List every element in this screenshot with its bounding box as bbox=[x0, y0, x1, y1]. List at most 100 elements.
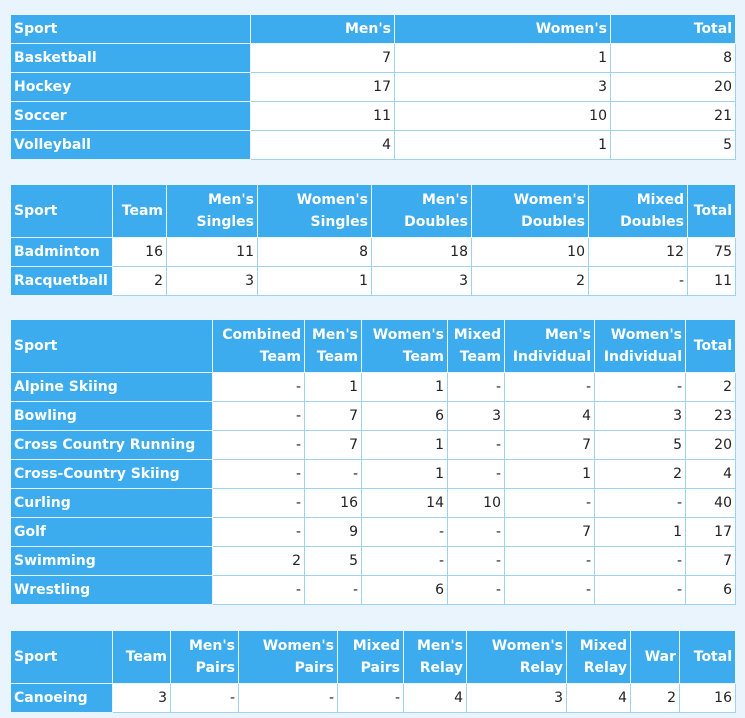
sport-cell: Curling bbox=[10, 488, 213, 518]
count-cell: - bbox=[170, 683, 239, 713]
sport-cell: Cross Country Running bbox=[10, 430, 213, 460]
header-cell: Men's Singles bbox=[166, 184, 258, 238]
table-row: Soccer 11 10 21 bbox=[10, 101, 736, 131]
sport-cell: Golf bbox=[10, 517, 213, 547]
header-cell: Sport bbox=[10, 630, 113, 684]
count-cell: 7 bbox=[685, 546, 736, 576]
table-row: Curling -16 14 10- -40 bbox=[10, 488, 736, 518]
count-cell: - bbox=[361, 517, 448, 547]
count-cell: 1 bbox=[361, 430, 448, 460]
count-cell: - bbox=[588, 266, 688, 296]
count-cell: - bbox=[504, 575, 595, 605]
data-table: Sport Team Men's Pairs Women's Pairs Mixed P… bbox=[10, 630, 736, 713]
count-cell: 4 bbox=[504, 401, 595, 431]
data-table: Sport Combined Team Men's Team Women's Team… bbox=[10, 319, 736, 605]
count-cell: 1 bbox=[361, 372, 448, 402]
sport-cell: Basketball bbox=[10, 43, 251, 73]
header-cell: Sport bbox=[10, 319, 213, 373]
header-cell: Men's Individual bbox=[504, 319, 595, 373]
count-cell: 10 bbox=[471, 237, 589, 267]
header-row: Sport Team Men's Pairs Women's Pairs Mixed P… bbox=[10, 630, 736, 684]
header-cell: Total bbox=[679, 630, 736, 684]
count-cell: - bbox=[447, 430, 505, 460]
count-cell: - bbox=[304, 459, 362, 489]
header-cell: Women's bbox=[394, 14, 611, 44]
table-row: Cross Country Running -7 1-7 5 20 bbox=[10, 430, 736, 460]
count-cell: 1 bbox=[504, 459, 595, 489]
header-row: Sport Men's Women's Total bbox=[10, 14, 736, 44]
table-row: Racquetball 2 3 1 3 2-11 bbox=[10, 266, 736, 296]
count-cell: 21 bbox=[610, 101, 736, 131]
data-table: Sport Men's Women's Total Basketball 7 1 8 Hocke… bbox=[10, 14, 736, 160]
count-cell: - bbox=[212, 372, 305, 402]
table-row: Swimming 2 5- - - -7 bbox=[10, 546, 736, 576]
count-cell: 4 bbox=[403, 683, 467, 713]
header-cell: Sport bbox=[10, 184, 113, 238]
table-row: Bowling -7 6 3 4 3 23 bbox=[10, 401, 736, 431]
sport-cell: Bowling bbox=[10, 401, 213, 431]
count-cell: 17 bbox=[685, 517, 736, 547]
count-cell: - bbox=[361, 546, 448, 576]
count-cell: 40 bbox=[685, 488, 736, 518]
count-cell: 4 bbox=[250, 130, 395, 160]
header-cell: Mixed Pairs bbox=[337, 630, 404, 684]
sport-cell: Wrestling bbox=[10, 575, 213, 605]
header-cell: Men's Pairs bbox=[170, 630, 239, 684]
table-row: Alpine Skiing -1 1- - -2 bbox=[10, 372, 736, 402]
header-cell: Mixed Doubles bbox=[588, 184, 688, 238]
header-cell: Women's Relay bbox=[466, 630, 567, 684]
count-cell: - bbox=[212, 575, 305, 605]
count-cell: 11 bbox=[250, 101, 395, 131]
count-cell: 4 bbox=[566, 683, 631, 713]
count-cell: 20 bbox=[610, 72, 736, 102]
header-cell: Men's bbox=[250, 14, 395, 44]
count-cell: 11 bbox=[687, 266, 736, 296]
header-cell: Team bbox=[112, 630, 171, 684]
sport-cell: Swimming bbox=[10, 546, 213, 576]
count-cell: - bbox=[304, 575, 362, 605]
count-cell: 23 bbox=[685, 401, 736, 431]
count-cell: 6 bbox=[685, 575, 736, 605]
count-cell: 16 bbox=[304, 488, 362, 518]
count-cell: - bbox=[447, 546, 505, 576]
header-cell: Women's Pairs bbox=[238, 630, 338, 684]
count-cell: 3 bbox=[166, 266, 258, 296]
count-cell: 1 bbox=[361, 459, 448, 489]
data-table: Sport Team Men's Singles Women's Singles Men… bbox=[10, 184, 736, 296]
count-cell: - bbox=[212, 488, 305, 518]
count-cell: 8 bbox=[257, 237, 372, 267]
sport-cell: Hockey bbox=[10, 72, 251, 102]
header-cell: Total bbox=[685, 319, 736, 373]
header-cell: Mixed Relay bbox=[566, 630, 631, 684]
sport-cell: Cross-Country Skiing bbox=[10, 459, 213, 489]
count-cell: 75 bbox=[687, 237, 736, 267]
header-cell: War bbox=[630, 630, 680, 684]
count-cell: 16 bbox=[679, 683, 736, 713]
table-row: Wrestling - -6- - -6 bbox=[10, 575, 736, 605]
header-cell: Total bbox=[687, 184, 736, 238]
count-cell: 6 bbox=[361, 401, 448, 431]
sport-cell: Badminton bbox=[10, 237, 113, 267]
count-cell: 1 bbox=[257, 266, 372, 296]
count-cell: 5 bbox=[610, 130, 736, 160]
count-cell: - bbox=[504, 546, 595, 576]
count-cell: - bbox=[212, 459, 305, 489]
count-cell: 18 bbox=[371, 237, 472, 267]
count-cell: 10 bbox=[394, 101, 611, 131]
count-cell: 2 bbox=[212, 546, 305, 576]
count-cell: 3 bbox=[466, 683, 567, 713]
count-cell: 1 bbox=[594, 517, 686, 547]
table-row: Badminton 16 11 8 18 10 12 75 bbox=[10, 237, 736, 267]
count-cell: 4 bbox=[685, 459, 736, 489]
count-cell: 17 bbox=[250, 72, 395, 102]
table-row: Golf -9- -7 1 17 bbox=[10, 517, 736, 547]
count-cell: - bbox=[212, 401, 305, 431]
count-cell: 7 bbox=[304, 430, 362, 460]
count-cell: 2 bbox=[112, 266, 167, 296]
count-cell: - bbox=[212, 430, 305, 460]
count-cell: 3 bbox=[447, 401, 505, 431]
count-cell: - bbox=[594, 488, 686, 518]
count-cell: 5 bbox=[594, 430, 686, 460]
count-cell: 14 bbox=[361, 488, 448, 518]
count-cell: - bbox=[447, 517, 505, 547]
